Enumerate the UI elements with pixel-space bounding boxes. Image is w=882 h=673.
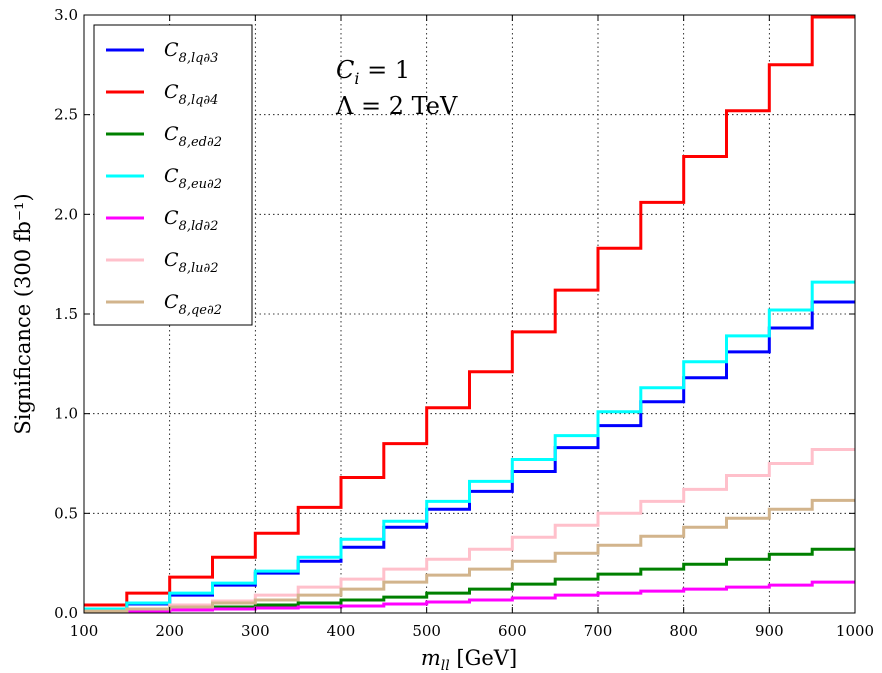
legend-entry: C8,lq∂4 [106,81,218,108]
y-tick-label: 1.5 [54,305,78,323]
legend-entry: C8,qe∂2 [106,291,222,318]
legend-entry: C8,lq∂3 [106,39,218,66]
x-axis-label: mll [GeV] [421,646,517,673]
legend: C8,lq∂3 C8,lq∂4 C8,ed∂2 C8,eu∂2 C8,ld∂2 C8,lu… [93,24,253,326]
x-tick-label: 1000 [836,622,874,640]
legend-label: C8,eu∂2 [164,165,222,192]
annotation-lambda: Λ = 2 TeV [335,92,458,120]
series-line-3 [84,280,855,611]
y-axis-label: Significance (300 fb⁻¹) [11,193,35,434]
x-tick-label: 900 [755,622,784,640]
series-lines [84,15,855,614]
series-line-1 [84,15,855,607]
legend-entry: C8,ld∂2 [106,207,218,234]
y-tick-label: 2.0 [54,205,78,223]
annotation-ci: Ci = 1 [336,56,410,88]
y-tick-label: 0.5 [54,504,78,522]
x-tick-label: 300 [241,622,270,640]
legend-label: C8,lu∂2 [164,249,218,276]
legend-label: C8,qe∂2 [164,291,222,318]
tick-labels: 100 200 300 400 500 600 700 800 900 1000 0.0 0.5 1.0… [54,6,874,640]
y-tick-label: 0.0 [54,604,78,622]
x-tick-label: 600 [498,622,527,640]
x-tick-label: 100 [70,622,99,640]
y-tick-label: 1.0 [54,405,78,423]
legend-entry: C8,eu∂2 [106,165,222,192]
x-tick-label: 200 [155,622,184,640]
series-line-0 [84,300,855,611]
x-tick-label: 700 [584,622,613,640]
legend-label: C8,lq∂4 [164,81,218,108]
legend-label: C8,lq∂3 [164,39,218,66]
legend-label: C8,ed∂2 [164,123,222,150]
y-tick-label: 2.5 [54,106,78,124]
series-line-4 [84,580,855,614]
series-line-6 [84,498,855,613]
x-tick-label: 400 [327,622,356,640]
ticks [83,14,856,614]
x-tick-label: 500 [412,622,441,640]
x-tick-label: 800 [669,622,698,640]
y-tick-label: 3.0 [54,6,78,24]
legend-entry: C8,lu∂2 [106,249,218,276]
legend-entry: C8,ed∂2 [106,123,222,150]
legend-label: C8,ld∂2 [164,207,218,234]
